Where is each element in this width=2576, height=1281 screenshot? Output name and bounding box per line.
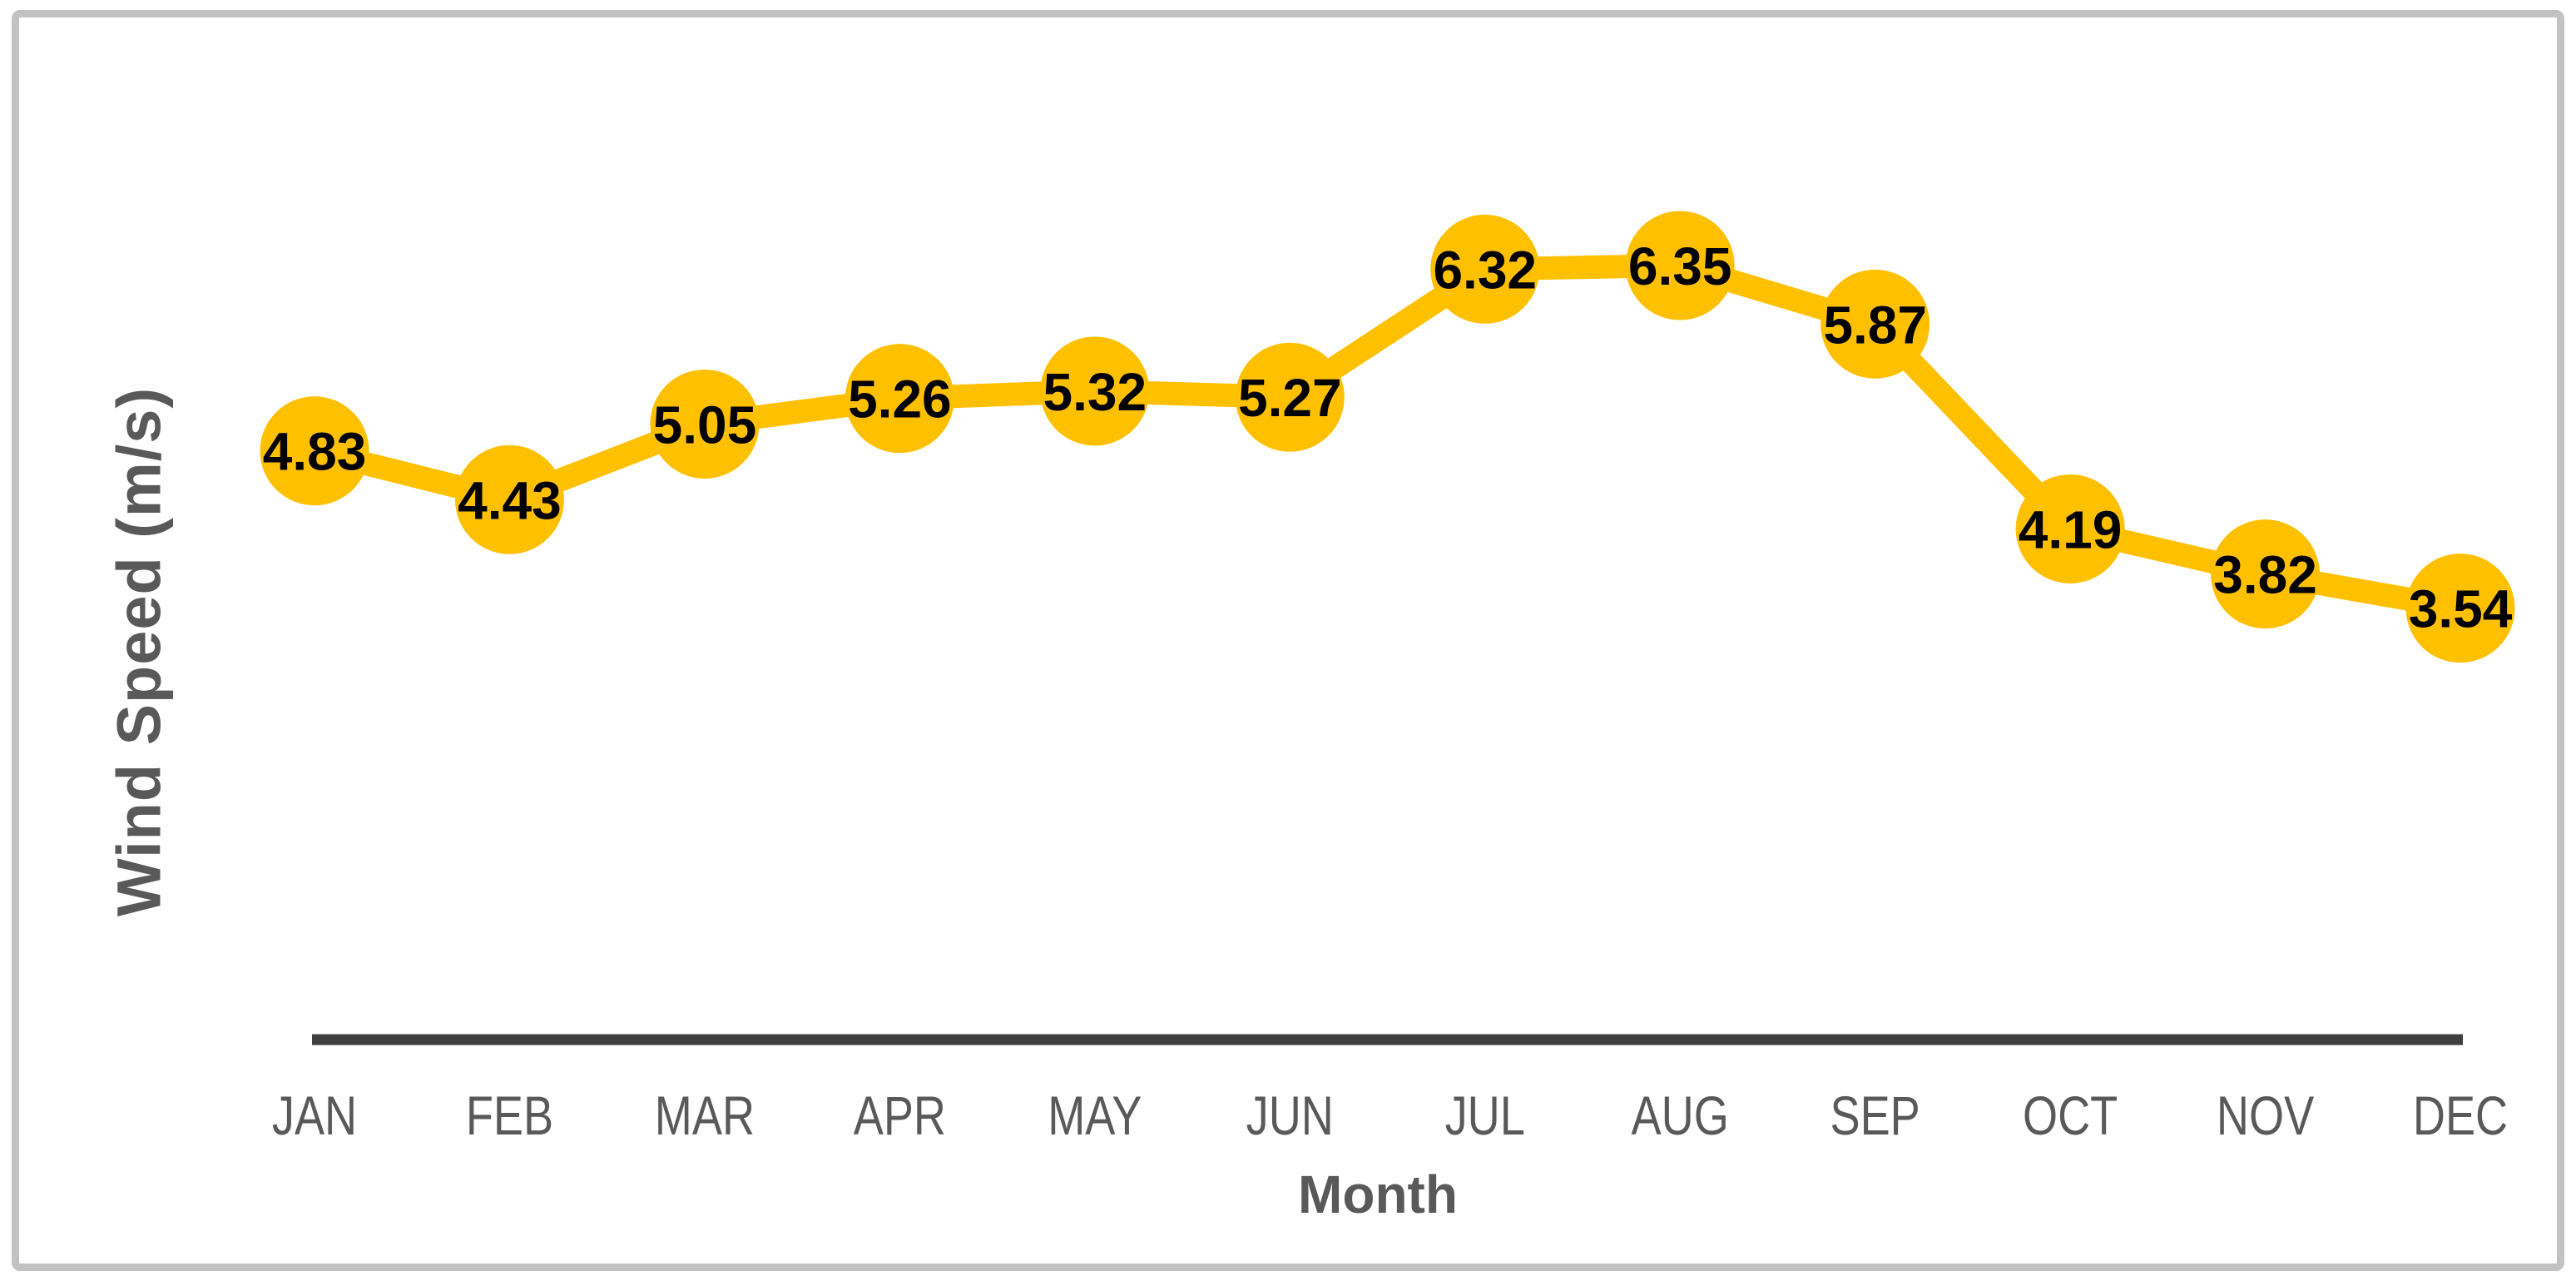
data-point-label-jul: 6.32 [1433,240,1537,300]
data-point-marker-sep [1821,269,1930,379]
x-tick-label-nov: NOV [2217,1085,2314,1146]
chart-border [12,10,2564,1271]
x-axis-title: Month [1298,1164,1458,1224]
data-point-marker-oct [2015,474,2125,583]
data-point-marker-jan [260,396,369,506]
data-point-label-feb: 4.43 [458,470,562,530]
data-point-marker-apr [845,344,954,454]
data-point-marker-dec [2405,554,2515,663]
data-point-label-mar: 5.05 [653,395,757,454]
data-point-label-nov: 3.82 [2213,545,2317,605]
data-point-label-may: 5.32 [1043,362,1147,422]
x-tick-label-sep: SEP [1830,1085,1920,1146]
series-line [303,254,2472,620]
data-point-label-jun: 5.27 [1238,368,1342,428]
data-point-label-oct: 4.19 [2019,499,2123,559]
data-point-marker-mar [650,369,760,479]
data-point-marker-jun [1235,342,1345,452]
x-tick-label-apr: APR [854,1085,946,1146]
data-point-marker-aug [1625,211,1735,320]
data-point-marker-may [1040,336,1150,446]
x-tick-label-aug: AUG [1632,1085,1729,1146]
data-point-label-sep: 5.87 [1823,295,1927,355]
x-tick-label-may: MAY [1048,1085,1142,1146]
data-point-label-apr: 5.26 [848,370,952,429]
x-tick-label-jun: JUN [1246,1085,1334,1146]
x-tick-label-jul: JUL [1445,1085,1525,1146]
data-point-label-jan: 4.83 [263,422,367,482]
y-axis-title: Wind Speed (m/s) [104,386,174,917]
data-point-marker-jul [1430,214,1540,324]
data-point-marker-feb [454,444,564,554]
data-point-label-aug: 6.35 [1628,236,1732,296]
x-tick-label-dec: DEC [2413,1085,2508,1146]
x-tick-label-mar: MAR [655,1085,755,1146]
x-tick-label-oct: OCT [2023,1085,2118,1146]
x-tick-label-feb: FEB [466,1085,553,1146]
x-tick-label-jan: JAN [272,1085,357,1146]
data-point-label-dec: 3.54 [2409,579,2513,639]
data-point-marker-nov [2211,519,2321,629]
